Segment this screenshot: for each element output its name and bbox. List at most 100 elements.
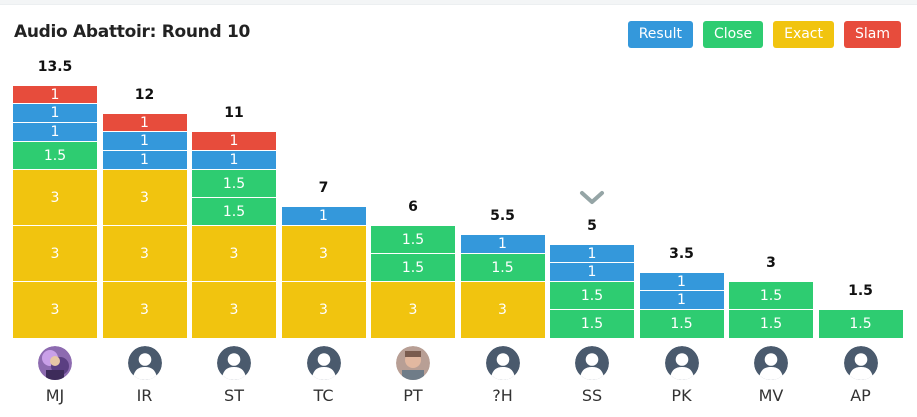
score-segment-result[interactable]: 1 — [550, 244, 634, 264]
score-segment-exact[interactable]: 3 — [13, 169, 97, 226]
segment-divider — [13, 121, 97, 123]
segment-divider — [729, 308, 813, 310]
bar-column-tc[interactable]: 3 3 1 7 TC — [281, 0, 366, 417]
legend-close-button[interactable]: Close — [702, 21, 764, 48]
avatar[interactable] — [127, 346, 162, 380]
avatar[interactable] — [575, 346, 609, 380]
segment-divider — [639, 290, 724, 292]
score-segment-result[interactable]: 1 — [192, 151, 276, 170]
score-segment-close[interactable]: 1.5 — [729, 309, 813, 338]
bar-column-ap[interactable]: 1.5 1.5 AP — [818, 0, 903, 417]
player-label: PK — [671, 386, 692, 405]
chevron-down-icon[interactable] — [579, 190, 605, 206]
score-segment-close[interactable]: 1.5 — [818, 309, 903, 338]
score-segment-close[interactable]: 1.5 — [550, 309, 634, 338]
avatar[interactable] — [485, 346, 520, 380]
segment-divider — [550, 280, 634, 282]
user-icon — [664, 346, 699, 380]
segment-divider — [13, 224, 97, 226]
avatar[interactable] — [38, 346, 72, 380]
bar-column-ir[interactable]: 3 3 3 1 1 1 12 IR — [102, 0, 187, 417]
score-segment-slam[interactable]: 1 — [192, 132, 276, 151]
segment-divider — [102, 150, 187, 151]
total-label: 5.5 — [490, 208, 515, 225]
player-label: MJ — [45, 386, 65, 405]
score-segment-exact[interactable]: 3 — [13, 225, 97, 282]
score-segment-exact[interactable]: 3 — [460, 281, 545, 338]
score-segment-exact[interactable]: 3 — [102, 169, 187, 226]
score-segment-result[interactable]: 1 — [460, 235, 545, 254]
bar-column-mv[interactable]: 1.5 1.5 3 MV — [729, 0, 813, 417]
bar-column-pt[interactable]: 3 1.5 1.5 6 PT — [371, 0, 455, 417]
player-label: AP — [850, 386, 871, 405]
total-label: 5 — [587, 217, 597, 234]
score-segment-exact[interactable]: 3 — [13, 281, 97, 338]
total-label: 13.5 — [37, 58, 73, 75]
score-segment-result[interactable]: 1 — [102, 151, 187, 170]
user-icon — [843, 346, 878, 380]
score-segment-slam[interactable]: 1 — [13, 85, 97, 105]
user-photo-icon — [38, 346, 72, 380]
segment-divider — [102, 131, 187, 133]
score-segment-exact[interactable]: 3 — [281, 281, 366, 338]
segment-divider — [192, 150, 276, 151]
segment-divider — [460, 252, 545, 254]
score-segment-close[interactable]: 1.5 — [192, 169, 276, 198]
avatar[interactable] — [843, 346, 878, 380]
legend-slam-button[interactable]: Slam — [844, 21, 901, 48]
total-label: 11 — [224, 105, 244, 122]
score-segment-result[interactable]: 1 — [639, 291, 724, 310]
segment-divider — [13, 168, 97, 170]
avatar[interactable] — [306, 346, 341, 380]
score-segment-exact[interactable]: 3 — [102, 281, 187, 338]
score-segment-result[interactable]: 1 — [13, 122, 97, 142]
score-segment-result[interactable]: 1 — [550, 263, 634, 282]
segment-divider — [13, 103, 97, 105]
total-label: 12 — [134, 86, 155, 103]
score-segment-close[interactable]: 1.5 — [729, 281, 813, 310]
score-segment-close[interactable]: 1.5 — [371, 225, 455, 254]
score-segment-exact[interactable]: 3 — [102, 225, 187, 282]
page-title: Audio Abattoir: Round 10 — [14, 22, 251, 42]
player-label: ?H — [492, 386, 513, 405]
score-segment-result[interactable]: 1 — [281, 207, 366, 226]
player-label: TC — [313, 386, 334, 405]
score-segment-exact[interactable]: 3 — [192, 281, 276, 338]
user-photo-icon — [396, 346, 430, 380]
legend-exact-button[interactable]: Exact — [773, 21, 834, 48]
avatar[interactable] — [754, 346, 788, 380]
score-segment-exact[interactable]: 3 — [371, 281, 455, 338]
score-segment-result[interactable]: 1 — [639, 272, 724, 292]
score-segment-close[interactable]: 1.5 — [550, 281, 634, 310]
bar-column-qh[interactable]: 3 1.5 1 5.5 ?H — [460, 0, 545, 417]
score-segment-close[interactable]: 1.5 — [13, 141, 97, 170]
bar-column-st[interactable]: 3 3 1.5 1.5 1 1 11 ST — [192, 0, 276, 417]
segment-divider — [102, 168, 187, 170]
legend: Result Close Exact Slam — [627, 21, 901, 48]
score-segment-exact[interactable]: 3 — [192, 225, 276, 282]
total-label: 6 — [408, 198, 418, 215]
avatar[interactable] — [664, 346, 699, 380]
score-segment-slam[interactable]: 1 — [102, 113, 187, 133]
bar-column-mj[interactable]: 3 3 3 1.5 1 1 1 13.5 MJ — [13, 0, 97, 417]
avatar[interactable] — [217, 346, 251, 380]
avatar[interactable] — [396, 346, 430, 380]
total-label: 3 — [766, 254, 776, 271]
score-segment-close[interactable]: 1.5 — [371, 253, 455, 282]
score-segment-close[interactable]: 1.5 — [639, 309, 724, 338]
segment-divider — [639, 308, 724, 310]
user-icon — [127, 346, 162, 380]
score-segment-close[interactable]: 1.5 — [192, 197, 276, 226]
score-segment-result[interactable]: 1 — [102, 132, 187, 151]
bar-column-pk[interactable]: 1.5 1 1 3.5 PK — [639, 0, 724, 417]
segment-divider — [13, 280, 97, 282]
segment-divider — [281, 280, 366, 282]
bar-column-ss[interactable]: 1.5 1.5 1 1 5 SS — [550, 0, 634, 417]
score-segment-exact[interactable]: 3 — [281, 225, 366, 282]
legend-result-button[interactable]: Result — [627, 21, 693, 48]
top-strip — [0, 0, 917, 5]
score-segment-close[interactable]: 1.5 — [460, 253, 545, 282]
score-segment-result[interactable]: 1 — [13, 104, 97, 123]
